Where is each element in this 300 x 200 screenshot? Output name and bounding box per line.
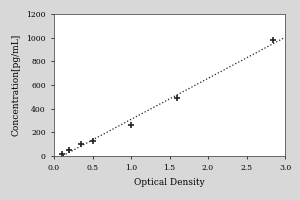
X-axis label: Optical Density: Optical Density: [134, 178, 205, 187]
Y-axis label: Concentration[pg/mL]: Concentration[pg/mL]: [12, 34, 21, 136]
